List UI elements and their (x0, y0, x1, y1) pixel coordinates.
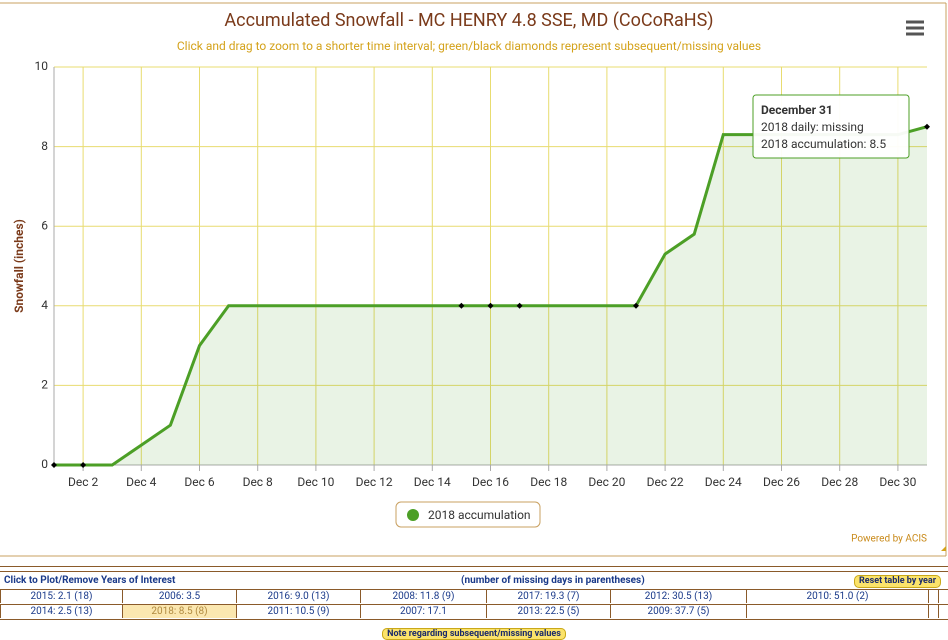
x-tick-label: Dec 18 (530, 475, 567, 489)
missing-marker (80, 462, 87, 468)
y-tick-label: 0 (41, 457, 48, 471)
year-cell[interactable]: 2009: 37.7 (5) (610, 605, 746, 618)
empty-cell (938, 605, 948, 618)
chart-subtitle: Click and drag to zoom to a shorter time… (177, 39, 761, 53)
header-left: Click to Plot/Remove Years of Interest (4, 575, 176, 586)
missing-marker (458, 302, 465, 309)
year-cell[interactable]: 2013: 22.5 (5) (486, 605, 610, 618)
credit: Powered by ACIS (851, 534, 927, 545)
x-tick-label: Dec 20 (588, 475, 625, 489)
year-cell[interactable]: 2006: 3.5 (122, 590, 236, 603)
missing-marker (924, 123, 930, 130)
y-tick-label: 4 (41, 298, 48, 312)
legend: 2018 accumulation (395, 501, 541, 528)
empty-cell (928, 590, 938, 603)
area (54, 126, 927, 465)
y-tick-label: 2 (41, 378, 48, 392)
resize-handle[interactable] (941, 546, 946, 551)
x-tick-label: Dec 8 (243, 475, 273, 489)
missing-marker (633, 302, 639, 309)
x-tick-label: Dec 28 (821, 475, 858, 489)
x-tick-label: Dec 16 (472, 475, 509, 489)
year-cell[interactable]: 2016: 9.0 (13) (236, 590, 360, 603)
menu-icon (906, 20, 924, 36)
year-cell[interactable]: 2010: 51.0 (2) (746, 590, 928, 603)
table-row: 2014: 2.5 (13) 2018: 8.5 (8) 2011: 10.5 (9… (0, 605, 948, 620)
tooltip-line: 2018 daily: missing (761, 120, 864, 134)
year-cell[interactable]: 2017: 19.3 (7) (486, 590, 610, 603)
x-tick-label: Dec 26 (763, 475, 800, 489)
x-tick-label: Dec 10 (297, 475, 334, 489)
header-center: (number of missing days in parentheses) (461, 575, 645, 586)
y-tick-label: 8 (41, 139, 48, 153)
x-tick-label: Dec 24 (705, 475, 742, 489)
x-tick-label: Dec 14 (414, 475, 451, 489)
note-button[interactable]: Note regarding subsequent/missing values (382, 628, 566, 640)
y-tick-label: 10 (35, 59, 49, 73)
years-table: Click to Plot/Remove Years of Interest (… (0, 566, 948, 640)
legend-symbol (407, 509, 419, 521)
chart-title: Accumulated Snowfall - MC HENRY 4.8 SSE,… (224, 10, 713, 31)
x-tick-label: Dec 6 (184, 475, 214, 489)
year-cell[interactable]: 2014: 2.5 (13) (0, 605, 122, 618)
y-tick-label: 6 (41, 218, 48, 232)
menu-button[interactable] (904, 18, 926, 38)
x-tick-label: Dec 22 (647, 475, 684, 489)
table-row: 2015: 2.1 (18) 2006: 3.5 2016: 9.0 (13) 200… (0, 590, 948, 605)
table-rule (0, 566, 948, 572)
tooltip: December 31 2018 daily: missing 2018 accum… (752, 94, 910, 159)
reset-button[interactable]: Reset table by year (854, 575, 942, 588)
note-wrap: Note regarding subsequent/missing values (0, 628, 948, 640)
year-cell[interactable]: 2011: 10.5 (9) (236, 605, 360, 618)
legend-box (395, 501, 541, 528)
y-axis-label: Snowfall (inches) (12, 219, 26, 313)
missing-marker (487, 302, 494, 309)
table-body: 2015: 2.1 (18) 2006: 3.5 2016: 9.0 (13) 200… (0, 590, 948, 620)
chart: Accumulated Snowfall - MC HENRY 4.8 SSE,… (0, 2, 947, 557)
legend-label: 2018 accumulation (428, 508, 531, 522)
empty-cell (938, 590, 948, 603)
x-tick-label: Dec 30 (879, 475, 916, 489)
tooltip-line: 2018 accumulation: 8.5 (761, 137, 886, 151)
year-cell[interactable]: 2007: 17.1 (360, 605, 486, 618)
year-cell[interactable]: 2012: 30.5 (13) (610, 590, 746, 603)
x-tick-label: Dec 4 (126, 475, 156, 489)
year-cell[interactable]: 2015: 2.1 (18) (0, 590, 122, 603)
x-tick-label: Dec 2 (68, 475, 98, 489)
tooltip-box (752, 94, 910, 159)
empty-cell (928, 605, 938, 618)
table-header: Click to Plot/Remove Years of Interest (… (0, 574, 948, 590)
tooltip-title: December 31 (761, 103, 833, 117)
missing-marker (516, 302, 523, 309)
year-cell[interactable]: 2018: 8.5 (8) (122, 605, 236, 618)
year-cell[interactable]: 2008: 11.8 (9) (360, 590, 486, 603)
empty-cell (746, 605, 928, 618)
x-tick-label: Dec 12 (356, 475, 393, 489)
missing-marker (51, 462, 57, 468)
